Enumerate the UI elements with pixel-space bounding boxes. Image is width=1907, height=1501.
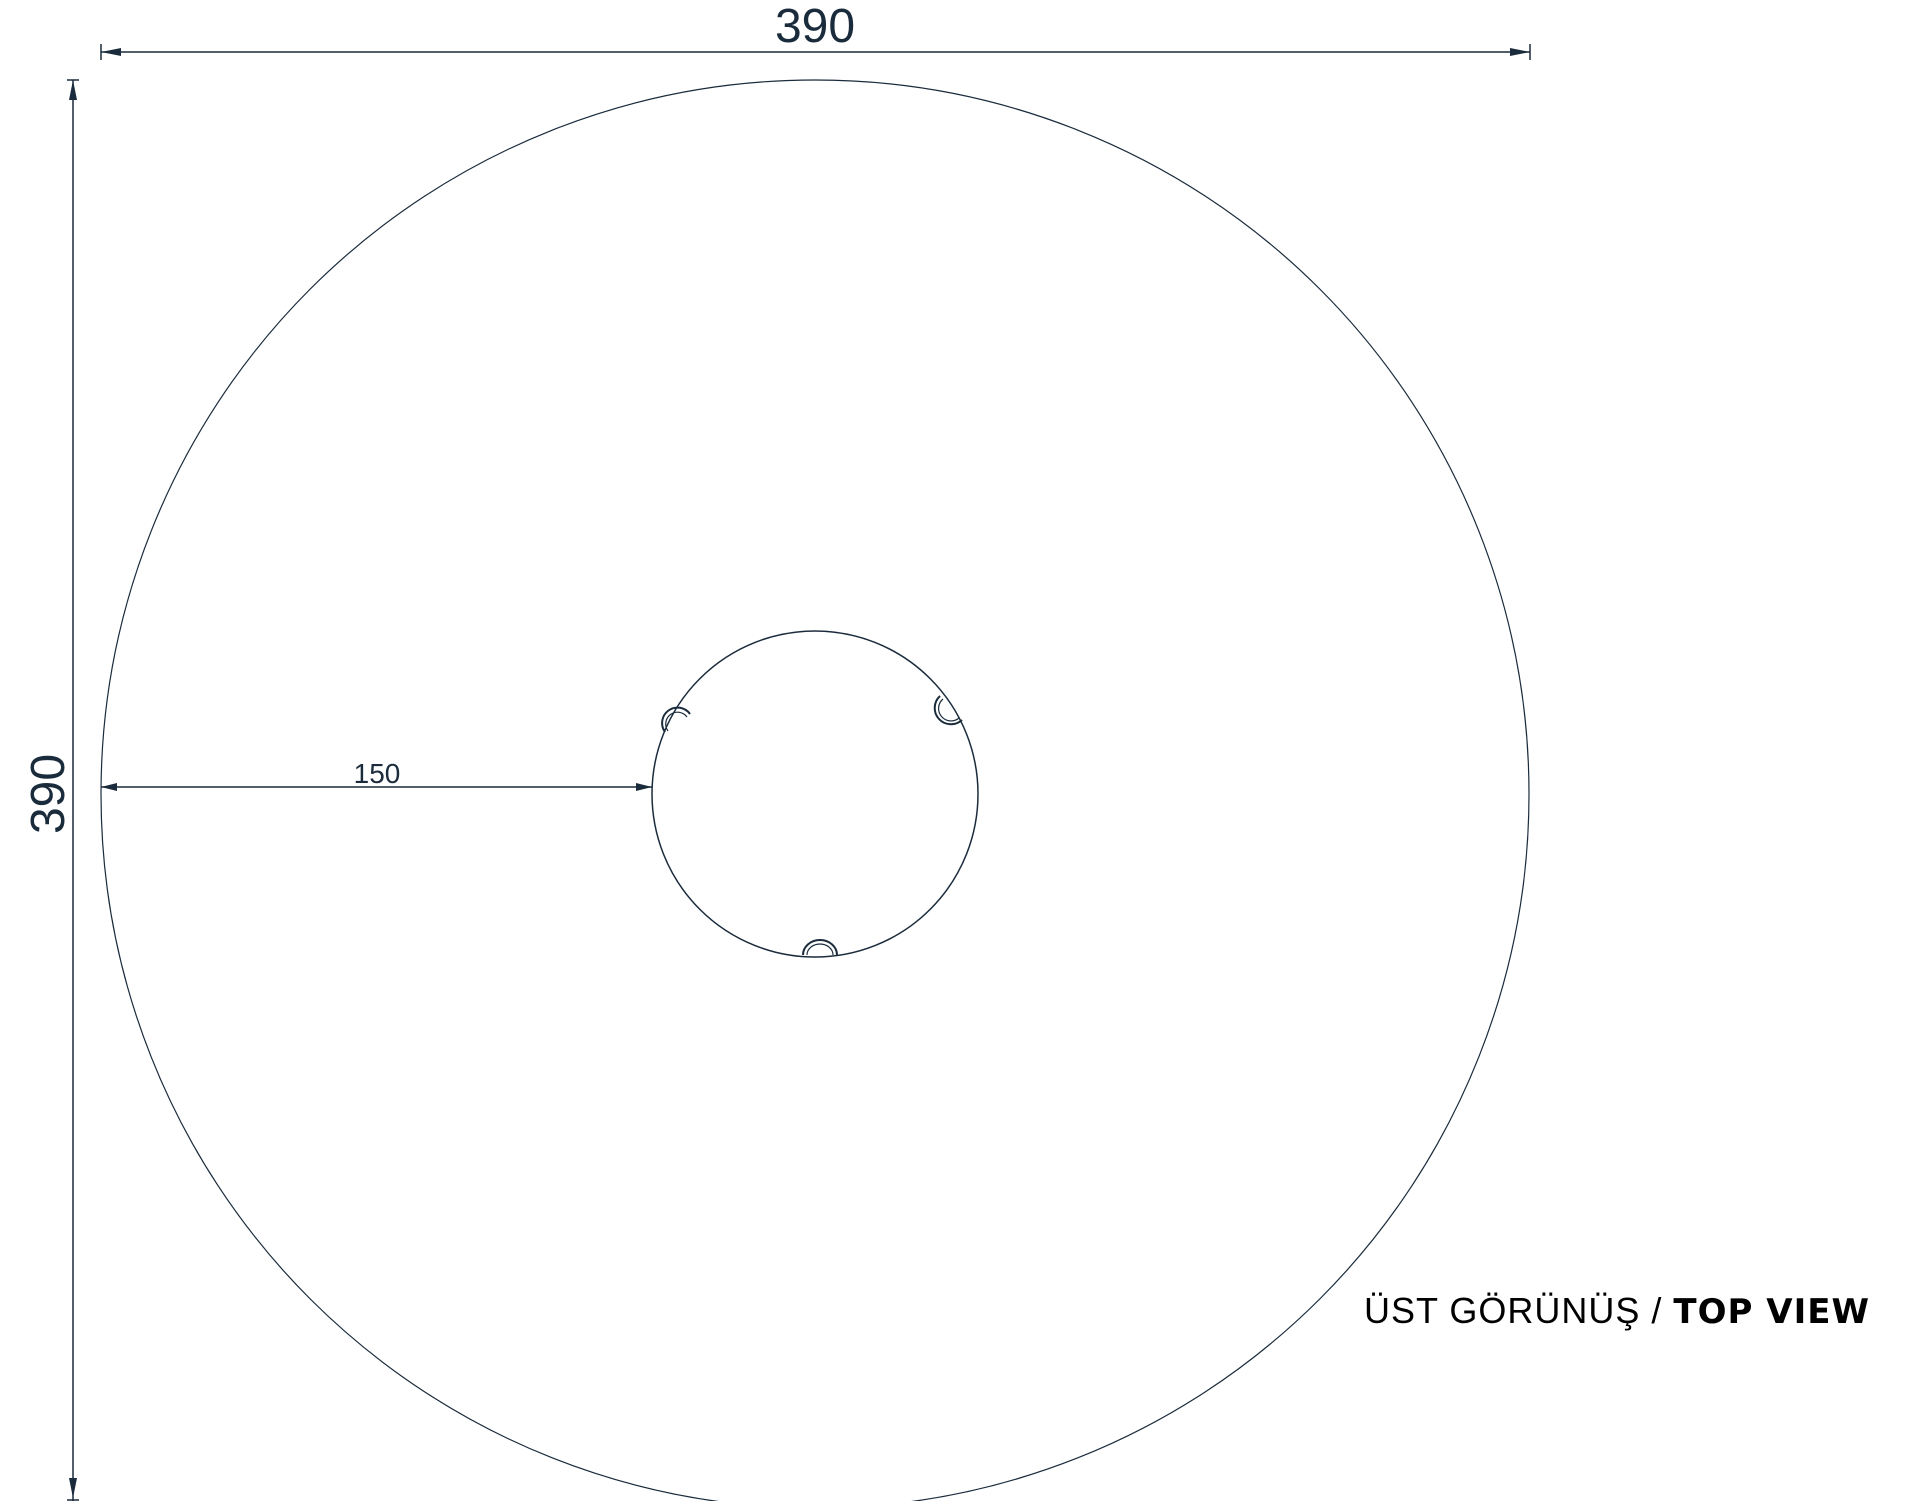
notch-bottom-arc: [802, 939, 838, 956]
radius-arrow-left: [101, 783, 117, 791]
notch-bottom: [802, 939, 838, 956]
radius-arrow-right: [636, 783, 652, 791]
radius-dimension: 150: [101, 758, 652, 791]
notch-upper-right-inner-arc: [937, 698, 960, 722]
radius-dimension-label: 150: [354, 758, 401, 789]
caption-turkish: ÜST GÖRÜNÜŞ: [1364, 1290, 1641, 1331]
notch-upper-right: [933, 695, 963, 726]
width-arrow-left: [101, 48, 121, 56]
caption-separator: /: [1651, 1290, 1663, 1331]
height-arrow-bottom: [69, 1478, 77, 1498]
outer-circle: [100, 79, 1530, 1501]
notch-upper-left-inner-arc: [665, 711, 688, 732]
height-arrow-top: [69, 80, 77, 100]
notch-upper-left: [661, 706, 691, 733]
notch-upper-right-arc: [933, 695, 963, 726]
caption-english: TOP VIEW: [1673, 1292, 1870, 1332]
inner-circle: [651, 630, 979, 958]
notch-bottom-inner-arc: [806, 943, 834, 956]
width-arrow-right: [1510, 48, 1530, 56]
notch-upper-left-arc: [661, 706, 691, 733]
height-dimension: 390: [22, 79, 79, 1501]
view-caption: ÜST GÖRÜNÜŞ / TOP VIEW: [1364, 1290, 1870, 1332]
width-dimension-label: 390: [775, 0, 855, 53]
width-dimension: 390: [100, 0, 1531, 60]
height-dimension-label: 390: [22, 754, 75, 834]
